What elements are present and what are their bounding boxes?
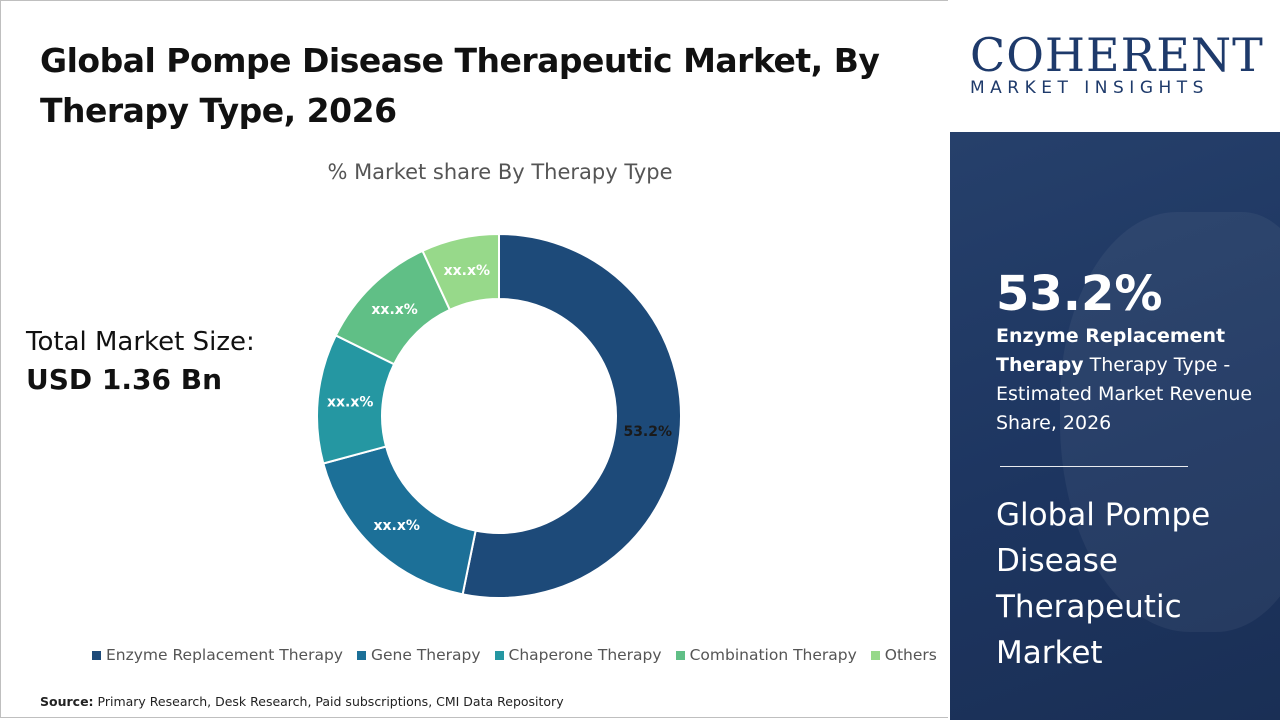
legend-swatch [356,650,366,660]
world-map-icon [1060,212,1280,632]
legend-swatch [92,650,101,660]
highlight-description: Enzyme Replacement Therapy Therapy Type … [996,322,1256,438]
source-note: Source: Primary Research, Desk Research,… [40,694,564,709]
donut-slice-enzyme-replacement-therapy [461,232,682,599]
legend-item-combination-therapy: Combination Therapy [675,646,857,664]
page-title: Global Pompe Disease Therapeutic Market,… [40,41,880,130]
legend-label: Gene Therapy [370,646,481,664]
highlight-segment: Enzyme Replacement Therapy [996,325,1226,376]
donut-chart: 53.2% xx.x% xx.x% xx.x% xx.x% [316,232,682,599]
logo-area [950,0,1280,132]
legend-label: Combination Therapy [689,646,857,664]
legend-swatch [675,650,685,660]
legend-label: Enzyme Replacement Therapy [106,646,343,664]
total-market-label: Total Market Size: [26,327,255,357]
legend-swatch [494,650,504,660]
chart-title: % Market share By Therapy Type [327,160,673,184]
legend-item-enzyme-replacement-therapy: Enzyme Replacement Therapy [92,646,343,664]
highlight-text: Therapy Type - Estimated Market Revenue … [996,354,1253,434]
data-label-chaperone-therapy: xx.x% [327,394,373,410]
legend-item-chaperone-therapy: Chaperone Therapy [494,646,662,664]
legend-label: Others [884,646,937,664]
legend-item-gene-therapy: Gene Therapy [356,646,481,664]
source-text: Primary Research, Desk Research, Paid su… [97,694,564,709]
highlight-value: 53.2% [996,266,1163,322]
total-market-size: Total Market Size: USD 1.36 Bn [26,324,255,400]
market-name: Global Pompe Disease Therapeutic Market [996,497,1211,671]
source-label: Source: [40,694,94,709]
chart-panel [0,0,948,718]
data-label-enzyme-replacement-therapy: 53.2% [623,424,672,440]
legend-swatch [870,650,880,660]
divider [1000,466,1188,467]
logo-name: COHERENT [970,28,1264,82]
sidebar-panel [950,132,1280,720]
legend-item-others: Others [870,646,937,664]
total-market-value: USD 1.36 Bn [26,363,222,396]
chart-legend: Enzyme Replacement Therapy Gene Therapy Ch… [92,646,937,664]
data-label-combination-therapy: xx.x% [371,302,417,318]
donut-slice-others [421,232,500,312]
legend-label: Chaperone Therapy [508,646,662,664]
logo-tagline: MARKET INSIGHTS [970,78,1209,98]
data-label-gene-therapy: xx.x% [373,518,419,534]
data-label-others: xx.x% [444,263,490,279]
